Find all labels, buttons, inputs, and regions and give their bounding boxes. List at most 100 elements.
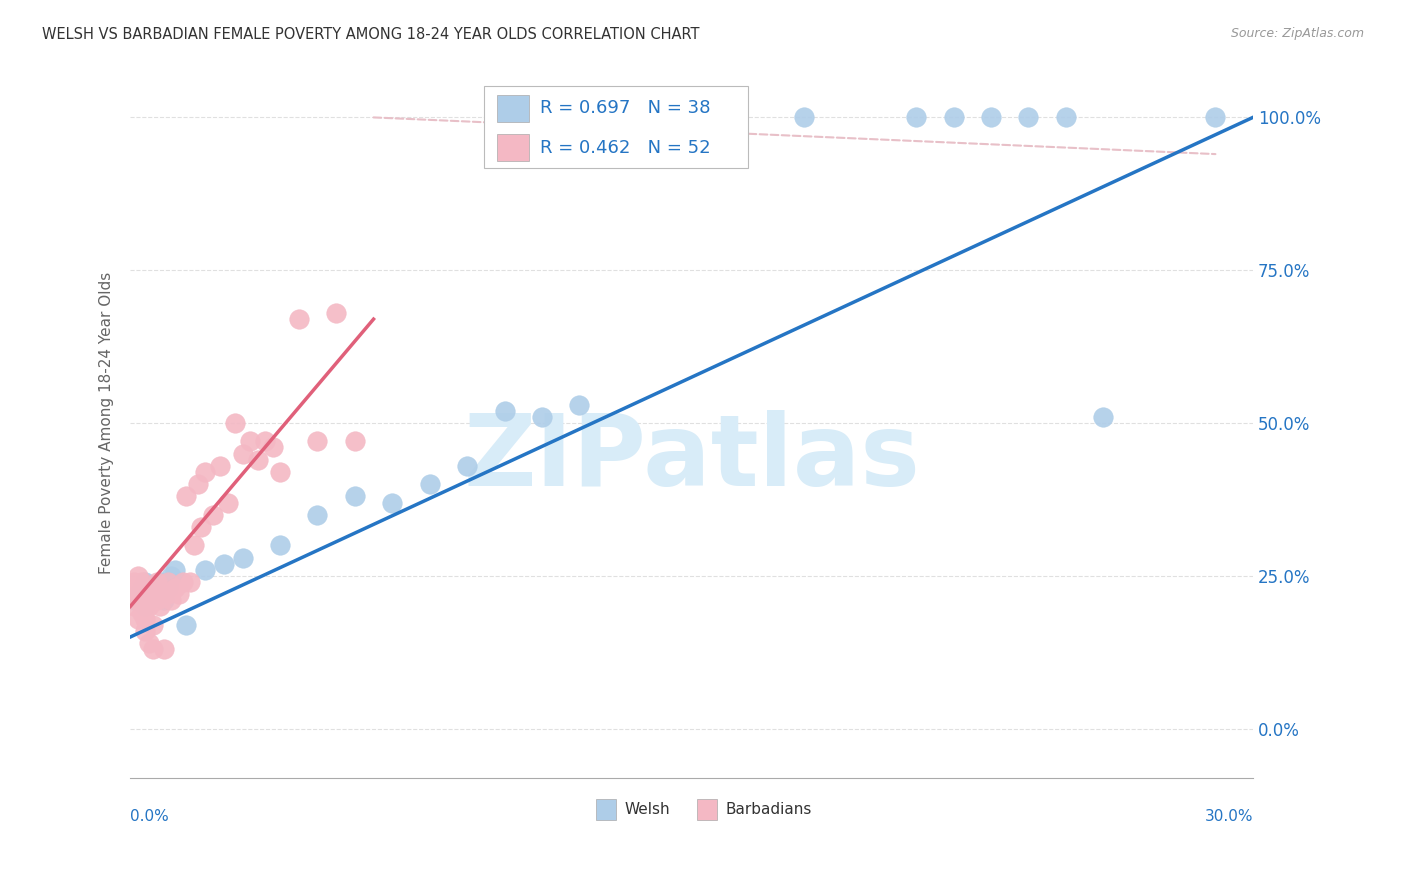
Point bbox=[307, 508, 329, 522]
Point bbox=[1054, 111, 1077, 125]
Point bbox=[262, 441, 284, 455]
Point bbox=[179, 574, 201, 589]
Y-axis label: Female Poverty Among 18-24 Year Olds: Female Poverty Among 18-24 Year Olds bbox=[100, 272, 114, 574]
Text: Welsh: Welsh bbox=[624, 802, 669, 817]
Point bbox=[142, 581, 165, 595]
Point bbox=[131, 606, 153, 620]
Point bbox=[127, 587, 149, 601]
Point bbox=[138, 593, 160, 607]
Point bbox=[149, 587, 172, 601]
Point bbox=[325, 306, 347, 320]
Point bbox=[905, 111, 928, 125]
Text: Barbadians: Barbadians bbox=[725, 802, 811, 817]
Text: R = 0.462   N = 52: R = 0.462 N = 52 bbox=[540, 139, 710, 157]
Point bbox=[149, 599, 172, 614]
Point bbox=[1092, 409, 1115, 424]
Point bbox=[194, 465, 217, 479]
Bar bbox=[498, 95, 529, 121]
Point bbox=[138, 636, 160, 650]
Point bbox=[122, 599, 145, 614]
Point bbox=[127, 593, 149, 607]
Point bbox=[201, 508, 224, 522]
Point bbox=[153, 593, 176, 607]
Text: ZIPatlas: ZIPatlas bbox=[463, 410, 920, 507]
Text: WELSH VS BARBADIAN FEMALE POVERTY AMONG 18-24 YEAR OLDS CORRELATION CHART: WELSH VS BARBADIAN FEMALE POVERTY AMONG … bbox=[42, 27, 700, 42]
Point bbox=[134, 581, 156, 595]
Point bbox=[343, 434, 366, 449]
Point bbox=[134, 624, 156, 638]
Point bbox=[232, 447, 254, 461]
Point bbox=[156, 587, 179, 601]
FancyBboxPatch shape bbox=[484, 87, 748, 168]
Point bbox=[145, 587, 167, 601]
Point bbox=[156, 574, 179, 589]
Point bbox=[156, 581, 179, 595]
Point bbox=[127, 581, 149, 595]
Point bbox=[134, 612, 156, 626]
Point bbox=[176, 617, 198, 632]
Point bbox=[568, 398, 591, 412]
Point bbox=[131, 587, 153, 601]
Point bbox=[127, 569, 149, 583]
Point bbox=[176, 489, 198, 503]
Point bbox=[122, 574, 145, 589]
Point bbox=[142, 642, 165, 657]
Point bbox=[145, 574, 167, 589]
Point bbox=[165, 581, 187, 595]
Point bbox=[246, 452, 269, 467]
Point bbox=[224, 416, 246, 430]
Point bbox=[183, 538, 205, 552]
Point bbox=[381, 495, 404, 509]
Point bbox=[167, 587, 190, 601]
Point bbox=[269, 465, 291, 479]
Point bbox=[138, 587, 160, 601]
Point bbox=[287, 312, 309, 326]
Point bbox=[142, 581, 165, 595]
Point bbox=[194, 563, 217, 577]
Text: 0.0%: 0.0% bbox=[131, 809, 169, 824]
Point bbox=[138, 599, 160, 614]
Point bbox=[134, 574, 156, 589]
Point bbox=[217, 495, 239, 509]
Point bbox=[793, 111, 815, 125]
Point bbox=[127, 612, 149, 626]
Point bbox=[149, 574, 172, 589]
Point bbox=[122, 593, 145, 607]
Point bbox=[942, 111, 965, 125]
Point bbox=[153, 642, 176, 657]
Point bbox=[254, 434, 277, 449]
Point bbox=[343, 489, 366, 503]
Text: Source: ZipAtlas.com: Source: ZipAtlas.com bbox=[1230, 27, 1364, 40]
Point bbox=[187, 477, 209, 491]
Point bbox=[160, 569, 183, 583]
Point bbox=[145, 593, 167, 607]
Bar bbox=[498, 135, 529, 161]
Point bbox=[131, 574, 153, 589]
Point bbox=[980, 111, 1002, 125]
Point bbox=[131, 587, 153, 601]
Point bbox=[269, 538, 291, 552]
Bar bbox=[596, 799, 616, 820]
Point bbox=[131, 599, 153, 614]
Point bbox=[131, 581, 153, 595]
Text: R = 0.697   N = 38: R = 0.697 N = 38 bbox=[540, 99, 710, 117]
Point bbox=[156, 574, 179, 589]
Point bbox=[122, 587, 145, 601]
Point bbox=[419, 477, 441, 491]
Point bbox=[307, 434, 329, 449]
Point bbox=[165, 563, 187, 577]
Point bbox=[530, 409, 553, 424]
Point bbox=[142, 617, 165, 632]
Point bbox=[190, 520, 212, 534]
Text: 30.0%: 30.0% bbox=[1205, 809, 1253, 824]
Point bbox=[134, 599, 156, 614]
Point bbox=[239, 434, 262, 449]
Point bbox=[232, 550, 254, 565]
Bar bbox=[697, 799, 717, 820]
Point bbox=[172, 574, 194, 589]
Point bbox=[1204, 111, 1226, 125]
Point bbox=[134, 593, 156, 607]
Point bbox=[681, 111, 703, 125]
Point bbox=[1017, 111, 1039, 125]
Point bbox=[494, 404, 516, 418]
